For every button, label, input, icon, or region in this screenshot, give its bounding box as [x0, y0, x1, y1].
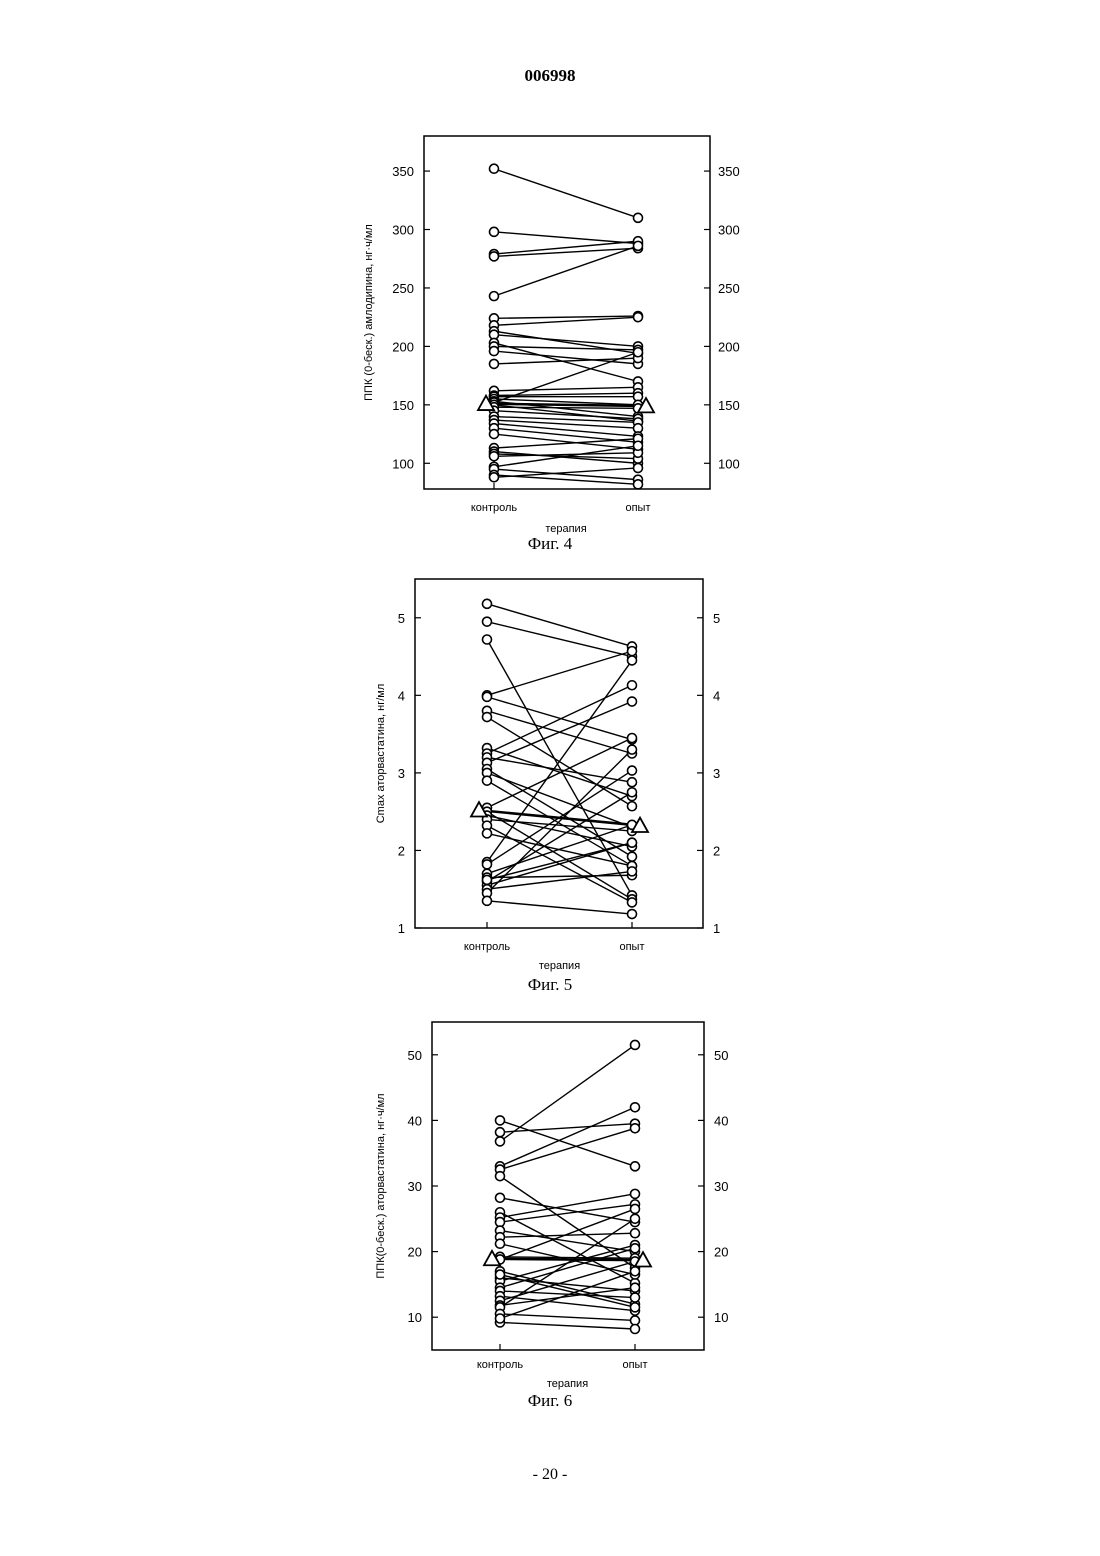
x-category-label: контроль	[477, 1359, 524, 1371]
x-axis-title: терапия	[547, 1378, 588, 1390]
mean-line	[492, 1259, 643, 1260]
subject-line	[500, 1322, 635, 1329]
control-point	[496, 1314, 505, 1323]
y-tick-label-left: 20	[408, 1245, 422, 1260]
treatment-point	[631, 1293, 640, 1302]
treatment-point	[631, 1124, 640, 1133]
subject-line	[500, 1204, 635, 1222]
treatment-point	[631, 1214, 640, 1223]
treatment-point	[631, 1283, 640, 1292]
page-footer: - 20 -	[0, 1466, 1100, 1484]
y-tick-label-right: 40	[714, 1113, 728, 1128]
control-point	[496, 1218, 505, 1227]
treatment-point	[631, 1189, 640, 1198]
y-tick-label-left: 10	[408, 1310, 422, 1325]
treatment-point	[631, 1040, 640, 1049]
x-category-label: опыт	[622, 1359, 647, 1371]
treatment-point	[631, 1303, 640, 1312]
treatment-point	[631, 1162, 640, 1171]
control-point	[496, 1128, 505, 1137]
control-point	[496, 1172, 505, 1181]
y-tick-label-right: 50	[714, 1048, 728, 1063]
subject-line	[500, 1194, 635, 1218]
y-tick-label-right: 30	[714, 1179, 728, 1194]
treatment-point	[631, 1244, 640, 1253]
figure-6: 10 10 20 20 30 30 40 40 50 50 контроль опыт терапия П…	[0, 0, 1100, 1420]
chart-6-auc-atorvastatin: 10 10 20 20 30 30 40 40 50 50 контроль опыт терапия П…	[0, 0, 1100, 1420]
subject-line	[500, 1045, 635, 1141]
treatment-point	[631, 1325, 640, 1334]
treatment-point	[631, 1229, 640, 1238]
treatment-point	[631, 1267, 640, 1276]
figure-6-caption: Фиг. 6	[0, 1391, 1100, 1411]
y-tick-label-right: 10	[714, 1310, 728, 1325]
control-point	[496, 1270, 505, 1279]
y-tick-label-right: 20	[714, 1245, 728, 1260]
subject-line	[500, 1128, 635, 1169]
y-tick-label-left: 40	[408, 1113, 422, 1128]
treatment-point	[631, 1103, 640, 1112]
plot-frame	[432, 1022, 704, 1350]
treatment-point	[631, 1204, 640, 1213]
control-point	[496, 1193, 505, 1202]
subject-line	[500, 1107, 635, 1166]
y-axis-title: ППК(0-беск.) аторвастатина, нг·ч/мл	[375, 1093, 387, 1278]
y-tick-label-left: 30	[408, 1179, 422, 1194]
subject-line	[500, 1314, 635, 1321]
control-point	[496, 1116, 505, 1125]
control-point	[496, 1239, 505, 1248]
control-point	[496, 1137, 505, 1146]
y-tick-label-left: 50	[408, 1048, 422, 1063]
treatment-point	[631, 1316, 640, 1325]
subject-line	[500, 1198, 635, 1222]
